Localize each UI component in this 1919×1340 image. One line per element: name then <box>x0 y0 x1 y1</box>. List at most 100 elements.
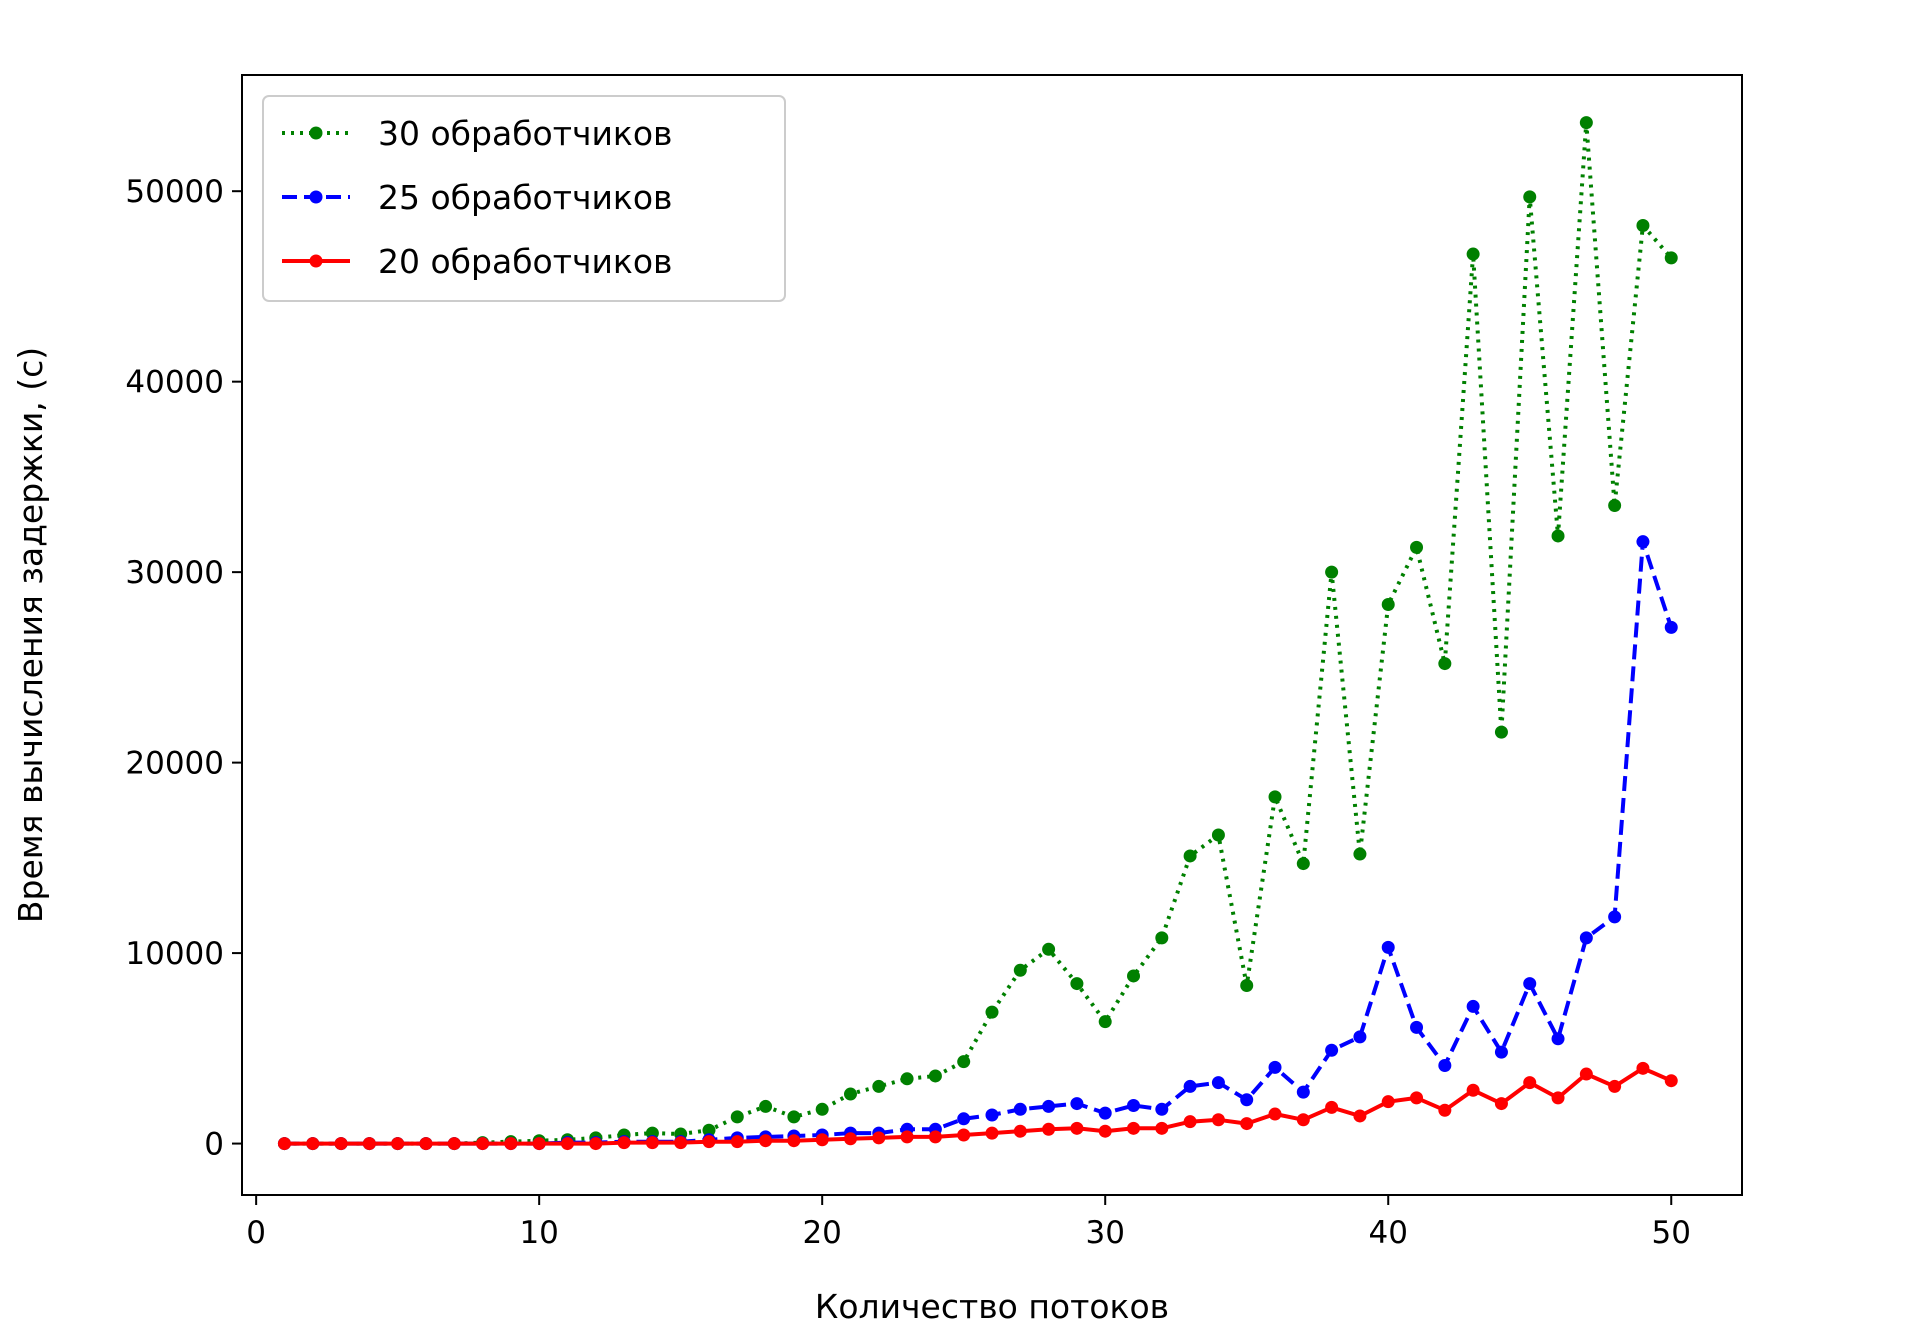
data-point <box>1579 1067 1593 1081</box>
data-point <box>1155 1102 1169 1116</box>
data-point <box>1381 1095 1395 1109</box>
plot-frame <box>241 74 1743 1196</box>
data-point <box>306 1137 320 1151</box>
data-point <box>1155 1121 1169 1135</box>
data-point <box>334 1137 348 1151</box>
data-point <box>1466 247 1480 261</box>
legend-item: 25 обработчиков <box>282 178 672 217</box>
data-point <box>532 1137 546 1151</box>
x-tick-label: 0 <box>246 1215 266 1251</box>
data-point <box>1466 1083 1480 1097</box>
data-point <box>560 1137 574 1151</box>
data-point <box>759 1099 773 1113</box>
data-point <box>1636 535 1650 549</box>
data-point <box>277 1137 291 1151</box>
data-point <box>1211 1076 1225 1090</box>
data-point <box>1240 1093 1254 1107</box>
data-point <box>391 1137 405 1151</box>
data-point <box>815 1133 829 1147</box>
plot-series <box>277 116 1678 1151</box>
x-axis: 0 10 20 30 40 50 <box>246 1195 1691 1251</box>
data-point <box>1325 1043 1339 1057</box>
data-point <box>1070 1121 1084 1135</box>
data-point <box>1325 565 1339 579</box>
data-point <box>1579 931 1593 945</box>
data-point <box>1494 1097 1508 1111</box>
data-point <box>1296 1085 1310 1099</box>
legend-label: 25 обработчиков <box>378 178 672 217</box>
data-point <box>1664 1074 1678 1088</box>
data-point <box>1381 598 1395 612</box>
data-point <box>1523 1076 1537 1090</box>
data-point <box>900 1072 914 1086</box>
data-point <box>1551 1032 1565 1046</box>
data-point <box>1579 116 1593 130</box>
data-point <box>1268 790 1282 804</box>
data-point <box>1155 931 1169 945</box>
data-point <box>504 1137 518 1151</box>
data-point <box>1098 1015 1112 1029</box>
data-point <box>1070 1097 1084 1111</box>
data-point <box>617 1136 631 1150</box>
data-point <box>1466 999 1480 1013</box>
data-point <box>447 1137 461 1151</box>
data-point <box>1127 1121 1141 1135</box>
x-tick-label: 20 <box>802 1215 841 1251</box>
data-point <box>1013 1124 1027 1138</box>
y-tick-label: 40000 <box>125 365 224 401</box>
data-point <box>702 1123 716 1137</box>
legend-marker <box>309 126 323 140</box>
y-tick-label: 10000 <box>125 936 224 972</box>
data-point <box>1381 940 1395 954</box>
data-point <box>900 1130 914 1144</box>
data-point <box>1042 1099 1056 1113</box>
data-point <box>1070 977 1084 991</box>
data-point <box>787 1110 801 1124</box>
data-point <box>1608 1079 1622 1093</box>
data-point <box>1523 977 1537 991</box>
data-point <box>674 1136 688 1150</box>
data-point <box>419 1137 433 1151</box>
data-point <box>759 1134 773 1148</box>
data-point <box>1636 1061 1650 1075</box>
legend: 30 обработчиков 25 обработчиков 20 обработ… <box>262 95 786 302</box>
data-point <box>362 1137 376 1151</box>
data-point <box>1013 1102 1027 1116</box>
x-tick-label: 10 <box>519 1215 558 1251</box>
data-point <box>1438 1103 1452 1117</box>
data-point <box>1410 1091 1424 1105</box>
data-point <box>1353 1030 1367 1044</box>
data-point <box>787 1134 801 1148</box>
data-point <box>957 1055 971 1069</box>
data-point <box>872 1131 886 1145</box>
data-point <box>1127 969 1141 983</box>
data-point <box>1268 1107 1282 1121</box>
data-point <box>957 1128 971 1142</box>
data-point <box>702 1135 716 1149</box>
data-point <box>1013 963 1027 977</box>
data-point <box>1296 1113 1310 1127</box>
series-line <box>284 1066 1673 1146</box>
legend-item: 30 обработчиков <box>282 114 672 153</box>
data-point <box>1608 910 1622 924</box>
data-point <box>589 1137 603 1151</box>
data-point <box>476 1137 490 1151</box>
data-point <box>985 1005 999 1019</box>
legend-marker <box>309 254 323 268</box>
data-point <box>1240 978 1254 992</box>
data-point <box>1494 725 1508 739</box>
data-point <box>1551 529 1565 543</box>
data-point <box>1664 620 1678 634</box>
data-point <box>843 1132 857 1146</box>
series-3 <box>277 1061 1678 1151</box>
x-tick-label: 30 <box>1085 1215 1124 1251</box>
data-point <box>1410 1020 1424 1034</box>
data-point <box>1098 1106 1112 1120</box>
data-point <box>730 1135 744 1149</box>
data-point <box>1551 1091 1565 1105</box>
data-point <box>1523 190 1537 204</box>
legend-box <box>262 95 786 302</box>
series-2 <box>277 535 1678 1151</box>
data-point <box>1438 1058 1452 1072</box>
data-point <box>1325 1100 1339 1114</box>
